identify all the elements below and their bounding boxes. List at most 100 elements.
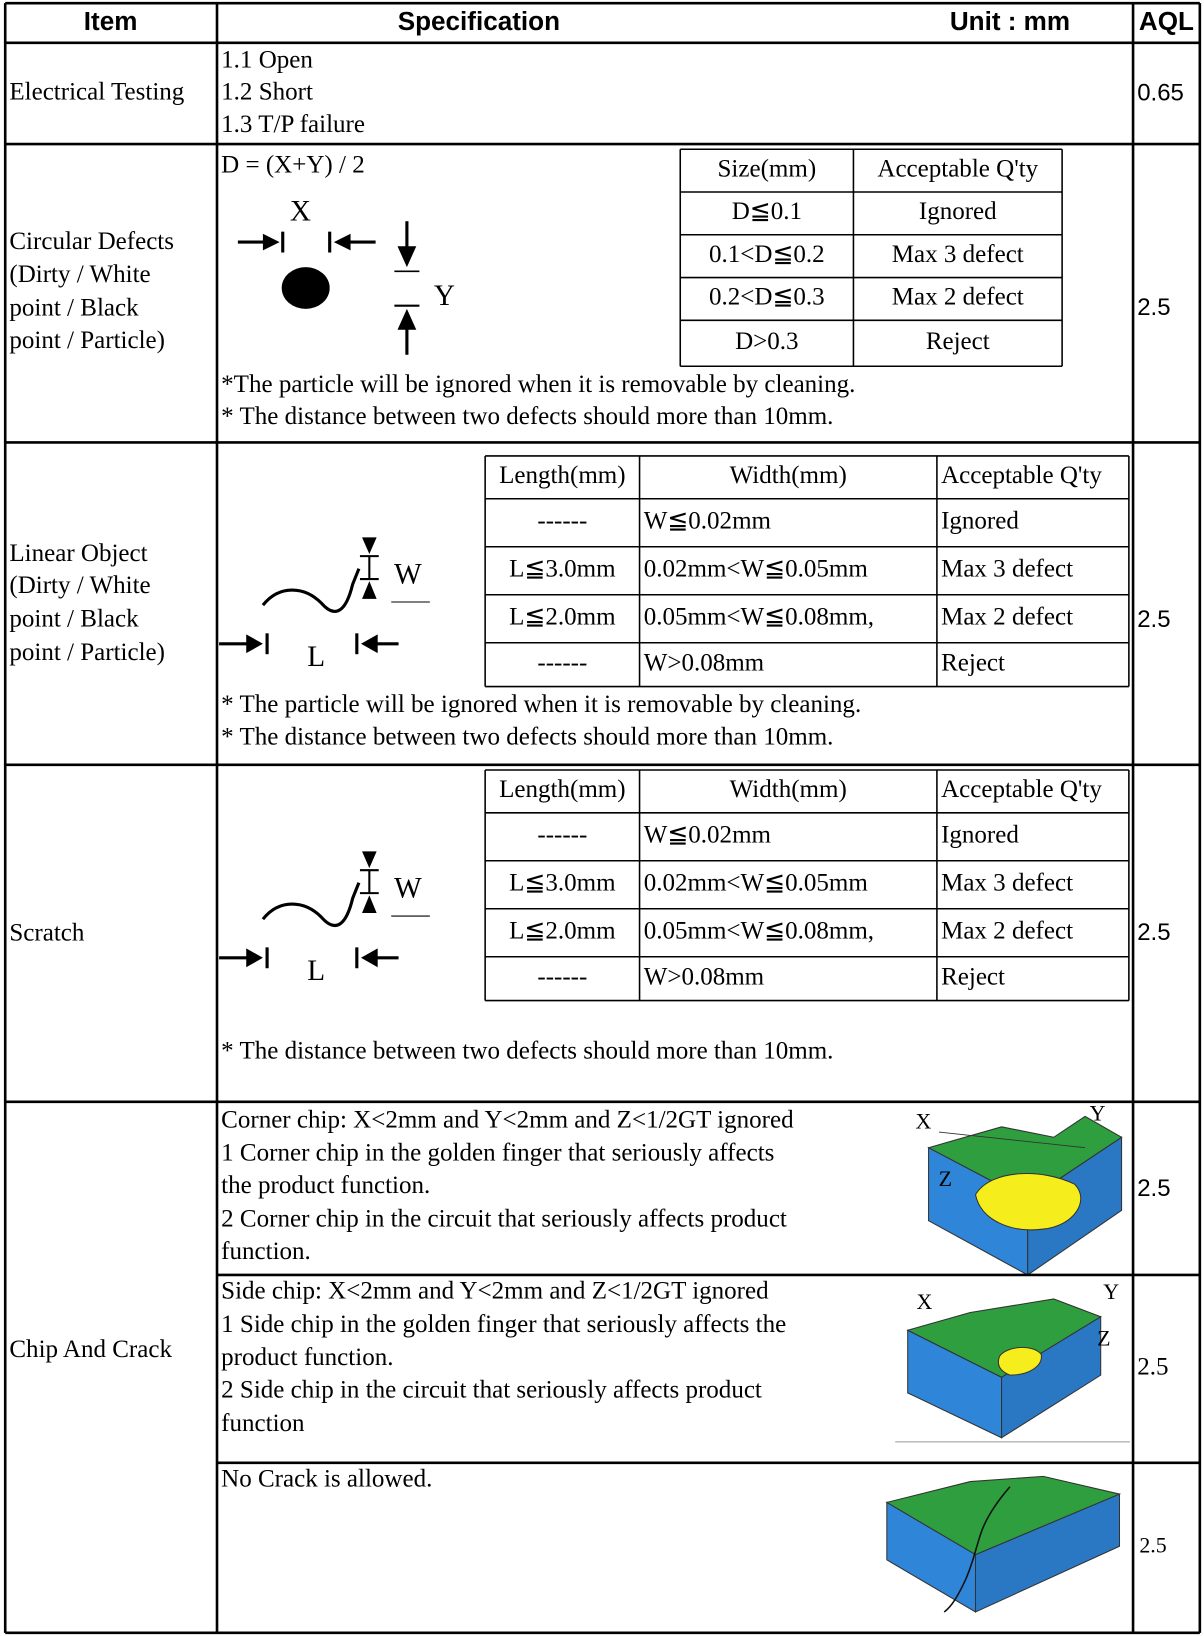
- corner-chip-diagram: [927, 1115, 1123, 1276]
- item-label: point / Black: [9, 295, 139, 322]
- table-cell: W>0.08mm: [644, 649, 765, 676]
- diagram-label: W: [394, 873, 422, 905]
- table-cell: Max 3 defect: [941, 555, 1073, 582]
- note: * The distance between two defects shoul…: [221, 403, 833, 430]
- table-cell: L≦2.0mm: [509, 603, 616, 630]
- spec-line: Corner chip: X<2mm and Y<2mm and Z<1/2GT…: [221, 1106, 794, 1133]
- item-label: (Dirty / White: [9, 261, 150, 288]
- table-cell: Length(mm): [499, 462, 625, 489]
- table-cell: ------: [537, 822, 587, 849]
- aql: 2.5: [1137, 919, 1170, 946]
- table-cell: Ignored: [941, 822, 1019, 849]
- spec-line: 1.1 Open: [221, 46, 313, 73]
- header-cell: Item: [84, 6, 138, 36]
- table-cell: L≦3.0mm: [509, 555, 616, 582]
- spec-line: product function.: [221, 1344, 393, 1371]
- table-cell: Width(mm): [730, 462, 847, 489]
- diagram-label: W: [394, 559, 422, 591]
- note: * The distance between two defects shoul…: [221, 723, 833, 750]
- header-cell: Unit : mm: [950, 6, 1070, 36]
- table-cell: L≦2.0mm: [509, 918, 616, 945]
- diagram-label: X: [915, 1109, 931, 1134]
- formula: D = (X+Y) / 2: [221, 152, 365, 179]
- item-label: Chip And Crack: [9, 1336, 172, 1363]
- spec-line: function: [221, 1410, 305, 1437]
- table-cell: 0.02mm<W≦0.05mm: [644, 555, 869, 582]
- diagram-label: Y: [1090, 1100, 1106, 1125]
- table-cell: L≦3.0mm: [509, 870, 616, 897]
- table-cell: Size(mm): [718, 155, 817, 182]
- diagram-label: X: [916, 1289, 932, 1314]
- item-label: Electrical Testing: [9, 79, 184, 106]
- table-cell: Width(mm): [730, 776, 847, 803]
- diagram-label: Z: [939, 1166, 952, 1191]
- item-label: point / Particle): [9, 639, 165, 666]
- table-cell: Reject: [941, 649, 1005, 676]
- spec-line: No Crack is allowed.: [221, 1465, 432, 1492]
- item-label: point / Black: [9, 606, 139, 633]
- item-label: (Dirty / White: [9, 572, 150, 599]
- aql: 2.5: [1137, 1354, 1168, 1381]
- item-label: Linear Object: [9, 540, 147, 567]
- table-cell: Max 2 defect: [941, 603, 1073, 630]
- diagram-label: L: [307, 955, 325, 987]
- scratch-diagram: [217, 849, 432, 970]
- table-cell: Acceptable Q'ty: [877, 155, 1038, 182]
- table-cell: W≦0.02mm: [644, 507, 772, 534]
- table-cell: Reject: [941, 963, 1005, 990]
- table-cell: 0.02mm<W≦0.05mm: [644, 870, 869, 897]
- table-cell: D≦0.1: [732, 198, 802, 225]
- note: * The particle will be ignored when it i…: [221, 691, 861, 718]
- table-cell: Max 3 defect: [941, 870, 1073, 897]
- side-chip-diagram: [895, 1298, 1130, 1443]
- table-cell: Reject: [926, 328, 990, 355]
- table-cell: Max 3 defect: [892, 241, 1024, 268]
- spec-line: 1 Corner chip in the golden finger that …: [221, 1140, 774, 1167]
- diagram-label: Y: [1103, 1279, 1119, 1304]
- spec-line: 1 Side chip in the golden finger that se…: [221, 1311, 786, 1338]
- table-cell: Acceptable Q'ty: [941, 462, 1102, 489]
- table-cell: Ignored: [941, 507, 1019, 534]
- spec-line: 1.3 T/P failure: [221, 111, 365, 138]
- spec-line: 1.2 Short: [221, 79, 313, 106]
- aql: 2.5: [1139, 1532, 1166, 1557]
- table-cell: W≦0.02mm: [644, 822, 772, 849]
- table-cell: 0.1<D≦0.2: [709, 241, 825, 268]
- diagram-label: L: [307, 641, 325, 673]
- header-cell: AQL: [1139, 6, 1194, 36]
- diagram-label: Z: [1097, 1326, 1110, 1351]
- spec-line: 2 Corner chip in the circuit that seriou…: [221, 1205, 787, 1232]
- table-cell: 0.2<D≦0.3: [709, 284, 825, 311]
- note: * The distance between two defects shoul…: [221, 1037, 833, 1064]
- table-cell: Max 2 defect: [892, 284, 1024, 311]
- diagram-label: Y: [434, 280, 455, 312]
- item-label: point / Particle): [9, 327, 165, 354]
- table-cell: ------: [537, 963, 587, 990]
- item-label: Circular Defects: [9, 228, 174, 255]
- table-cell: W>0.08mm: [644, 963, 765, 990]
- aql: 2.5: [1137, 294, 1170, 321]
- table-cell: Length(mm): [499, 776, 625, 803]
- spec-line: the product function.: [221, 1172, 430, 1199]
- crack-diagram: [885, 1475, 1122, 1613]
- table-cell: Acceptable Q'ty: [941, 776, 1102, 803]
- linear-diagram: [217, 535, 432, 656]
- note: *The particle will be ignored when it is…: [221, 371, 855, 398]
- spec-line: 2 Side chip in the circuit that seriousl…: [221, 1377, 762, 1404]
- aql: 2.5: [1137, 606, 1170, 633]
- header-cell: Specification: [398, 6, 560, 36]
- table-cell: ------: [537, 649, 587, 676]
- table-cell: 0.05mm<W≦0.08mm,: [644, 918, 874, 945]
- aql: 0.65: [1137, 79, 1184, 106]
- table-cell: 0.05mm<W≦0.08mm,: [644, 603, 874, 630]
- diagram-label: X: [290, 196, 311, 228]
- circular-diagram: [237, 221, 420, 355]
- table-cell: Ignored: [919, 198, 997, 225]
- table-cell: D>0.3: [735, 328, 798, 355]
- table-cell: Max 2 defect: [941, 918, 1073, 945]
- table-cell: ------: [537, 507, 587, 534]
- item-label: Scratch: [9, 920, 85, 947]
- spec-line: Side chip: X<2mm and Y<2mm and Z<1/2GT i…: [221, 1277, 769, 1304]
